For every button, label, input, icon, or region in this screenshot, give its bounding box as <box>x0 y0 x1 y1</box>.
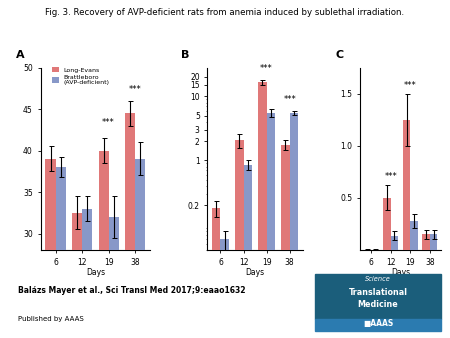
Bar <box>281 145 290 338</box>
Bar <box>108 217 119 338</box>
Bar <box>430 235 437 250</box>
Text: Balázs Mayer et al., Sci Transl Med 2017;9:eaao1632: Balázs Mayer et al., Sci Transl Med 2017… <box>18 286 246 295</box>
Text: ***: *** <box>404 80 417 90</box>
X-axis label: Days: Days <box>391 268 410 277</box>
Bar <box>371 249 378 250</box>
X-axis label: Days: Days <box>246 268 265 277</box>
Text: Published by AAAS: Published by AAAS <box>18 316 84 322</box>
Text: ■AAAS: ■AAAS <box>363 319 393 328</box>
Text: Science: Science <box>365 276 391 282</box>
Text: ***: *** <box>283 95 296 104</box>
Bar <box>99 150 108 338</box>
Bar <box>290 113 298 338</box>
Bar <box>383 198 391 250</box>
Bar <box>220 239 229 338</box>
Text: ***: *** <box>384 172 397 181</box>
Bar <box>55 167 66 338</box>
Bar <box>410 221 418 250</box>
Bar <box>45 159 55 338</box>
Bar <box>258 82 266 338</box>
Legend: Long-Evans, Brattleboro
(AVP-deficient): Long-Evans, Brattleboro (AVP-deficient) <box>52 67 110 86</box>
Bar <box>266 113 275 338</box>
Bar <box>364 249 371 250</box>
Text: ***: *** <box>260 64 273 73</box>
Text: Fig. 3. Recovery of AVP-deficient rats from anemia induced by sublethal irradiat: Fig. 3. Recovery of AVP-deficient rats f… <box>45 8 405 18</box>
Text: Medicine: Medicine <box>358 300 398 309</box>
Bar <box>125 113 135 338</box>
Text: ***: *** <box>129 85 141 94</box>
Text: C: C <box>336 50 344 60</box>
Bar <box>403 120 410 250</box>
Text: B: B <box>181 50 189 60</box>
Bar <box>391 236 398 250</box>
Bar <box>212 208 220 338</box>
Bar <box>423 235 430 250</box>
Bar <box>72 213 82 338</box>
X-axis label: Days: Days <box>86 268 105 277</box>
Bar <box>315 274 441 319</box>
Bar <box>315 319 441 331</box>
Bar <box>243 165 252 338</box>
Text: A: A <box>16 50 25 60</box>
Bar <box>235 140 243 338</box>
Bar <box>135 159 145 338</box>
Text: ***: *** <box>102 118 115 127</box>
Text: Translational: Translational <box>348 288 408 296</box>
Bar <box>82 209 92 338</box>
